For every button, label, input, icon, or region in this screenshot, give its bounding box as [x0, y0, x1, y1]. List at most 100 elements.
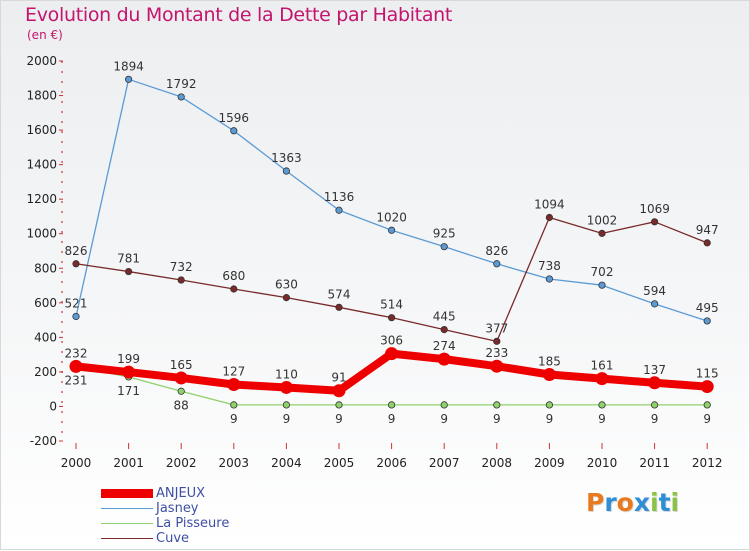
- data-label: 231: [65, 374, 88, 388]
- data-label: 233: [485, 346, 508, 360]
- y-tick-label: 1200: [26, 192, 57, 206]
- y-tick-label: 1000: [26, 227, 57, 241]
- series-point: [335, 401, 343, 409]
- data-label: 9: [335, 412, 343, 426]
- legend-item: ANJEUX: [101, 486, 229, 501]
- data-label: 521: [65, 296, 88, 310]
- series-point: [230, 401, 238, 409]
- logo-letter: o: [616, 488, 634, 517]
- data-label: 9: [493, 412, 501, 426]
- data-label: 1363: [271, 151, 302, 165]
- data-label: 826: [65, 244, 88, 258]
- series-point: [332, 384, 346, 398]
- series-point: [122, 365, 136, 379]
- data-label: 738: [538, 259, 561, 273]
- data-label: 9: [703, 412, 711, 426]
- data-label: 1894: [113, 59, 144, 73]
- legend-label: ANJEUX: [156, 486, 206, 501]
- x-tick-label: 2010: [587, 456, 618, 470]
- series-point: [650, 218, 659, 226]
- data-label: 495: [696, 301, 719, 315]
- legend-label: Cuve: [156, 531, 190, 546]
- series-point: [125, 75, 133, 83]
- chart-unit: (en €): [27, 28, 63, 42]
- logo-letter: r: [604, 488, 617, 517]
- data-label: 9: [230, 412, 238, 426]
- legend-item: Cuve: [101, 531, 229, 546]
- series-point: [437, 352, 451, 366]
- series-point: [542, 368, 556, 381]
- x-tick-label: 2012: [692, 456, 723, 470]
- data-label: 185: [538, 355, 561, 369]
- series-point: [545, 213, 554, 222]
- series-point: [230, 127, 238, 135]
- series-point: [545, 275, 554, 283]
- x-tick-label: 2007: [429, 456, 460, 470]
- series-point: [598, 281, 606, 289]
- y-tick-label: 600: [34, 296, 57, 310]
- data-label: 1136: [324, 190, 355, 204]
- series-line: [75, 78, 708, 322]
- logo-letter: x: [633, 488, 650, 517]
- data-label: 630: [275, 278, 298, 292]
- legend-swatch: [101, 537, 153, 540]
- series-point: [493, 337, 501, 345]
- series-point: [230, 285, 238, 293]
- series-point: [279, 380, 293, 394]
- series-point: [598, 229, 606, 237]
- chart-legend: ANJEUX Jasney La Pisseure Cuve: [101, 486, 229, 546]
- data-label: 88: [174, 398, 189, 412]
- x-tick-label: 2008: [482, 456, 513, 470]
- data-label: 274: [433, 339, 456, 353]
- data-label: 1792: [166, 77, 197, 91]
- legend-item: La Pisseure: [101, 516, 229, 531]
- y-tick-label: 2000: [26, 54, 57, 68]
- data-label: 161: [591, 359, 614, 373]
- data-label: 9: [283, 412, 291, 426]
- data-label: 306: [380, 334, 403, 348]
- data-label: 110: [275, 367, 298, 381]
- data-label: 826: [485, 244, 508, 258]
- data-label: 594: [643, 284, 666, 298]
- series-point: [335, 206, 343, 214]
- data-label: 514: [380, 298, 403, 312]
- legend-label: La Pisseure: [156, 516, 230, 531]
- legend-swatch: [101, 522, 153, 525]
- data-label: 377: [485, 321, 508, 335]
- series-point: [282, 401, 290, 409]
- data-label: 9: [440, 412, 448, 426]
- x-tick-label: 2001: [113, 456, 144, 470]
- series-point: [69, 359, 83, 373]
- series-point: [598, 401, 606, 409]
- data-label: 9: [598, 412, 606, 426]
- data-label: 137: [643, 363, 666, 377]
- series-point: [440, 401, 448, 409]
- series-point: [493, 401, 501, 409]
- x-tick-label: 2011: [639, 456, 670, 470]
- series-point: [387, 314, 396, 322]
- data-label: 199: [117, 352, 140, 366]
- data-label: 574: [328, 287, 351, 301]
- logo-letter: i: [650, 488, 659, 517]
- y-tick-label: 200: [34, 365, 57, 379]
- series-point: [177, 387, 185, 395]
- series-point: [650, 300, 659, 308]
- series-point: [387, 401, 396, 409]
- series-point: [335, 303, 343, 311]
- data-label: 680: [222, 269, 245, 283]
- legend-item: Jasney: [101, 501, 229, 516]
- data-label: 781: [117, 252, 140, 266]
- data-label: 127: [222, 365, 245, 379]
- series-point: [703, 401, 711, 409]
- y-tick-label: 1400: [26, 158, 57, 172]
- y-tick-label: 400: [34, 330, 57, 344]
- data-label: 702: [591, 265, 614, 279]
- series-point: [174, 371, 188, 385]
- series-point: [648, 376, 662, 390]
- x-tick-label: 2004: [271, 456, 302, 470]
- series-point: [595, 372, 609, 386]
- data-label: 171: [117, 384, 140, 398]
- chart-title: Evolution du Montant de la Dette par Hab…: [25, 4, 453, 26]
- data-label: 232: [65, 346, 88, 360]
